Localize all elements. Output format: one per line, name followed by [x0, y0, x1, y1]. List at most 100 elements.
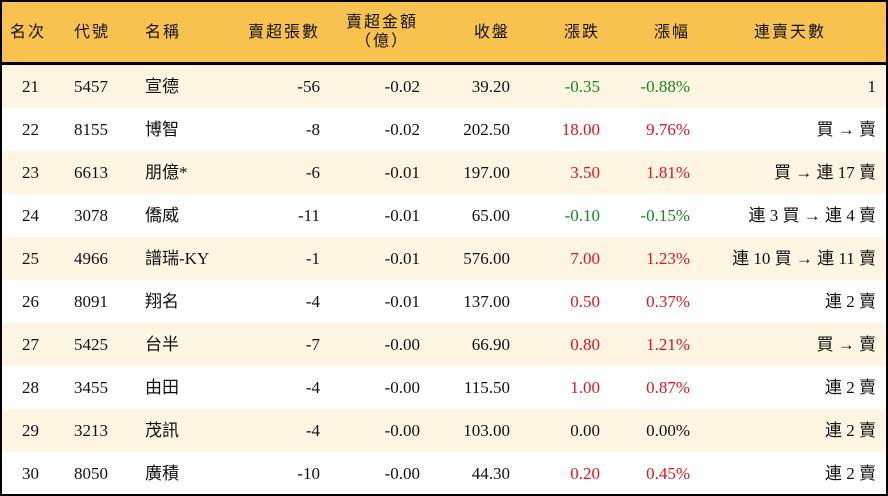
- cell-name: 宣德: [145, 77, 179, 96]
- cell-shares: -8: [305, 120, 320, 139]
- header-sell-amount-unit: （億）: [354, 33, 409, 50]
- cell-amount: -0.02: [384, 77, 420, 96]
- cell-name: 譜瑞-KY: [145, 249, 210, 268]
- cell-pct: 0.87%: [646, 378, 690, 397]
- cell-close: 66.90: [471, 335, 510, 354]
- cell-pct: 1.81%: [646, 163, 690, 182]
- cell-shares: -11: [297, 206, 320, 225]
- cell-code: 4966: [74, 249, 108, 268]
- cell-pct: 1.21%: [646, 335, 690, 354]
- cell-close: 39.20: [471, 77, 510, 96]
- cell-rank: 26: [22, 292, 39, 311]
- cell-amount: -0.00: [384, 421, 420, 440]
- cell-shares: -7: [305, 335, 320, 354]
- cell-shares: -4: [305, 292, 320, 311]
- cell-close: 44.30: [471, 464, 510, 483]
- table-row: 26 8091 翔名 -4 -0.01 137.00 0.50 0.37% 連 2 賣: [2, 280, 886, 323]
- table-row: 27 5425 台半 -7 -0.00 66.90 0.80 1.21% 買 → 賣: [2, 323, 886, 366]
- cell-change: 7.00: [570, 249, 600, 268]
- cell-change: -0.35: [564, 77, 600, 96]
- cell-streak: 連 10 買 → 連 11 賣: [732, 249, 876, 268]
- cell-streak: 連 2 賣: [825, 464, 876, 483]
- cell-streak: 1: [867, 77, 877, 96]
- cell-change: 0.80: [570, 335, 600, 354]
- cell-rank: 21: [22, 77, 39, 96]
- cell-amount: -0.01: [384, 292, 420, 311]
- cell-streak: 連 2 賣: [825, 421, 876, 440]
- cell-pct: -0.88%: [640, 77, 690, 96]
- table-row: 29 3213 茂訊 -4 -0.00 103.00 0.00 0.00% 連 2 賣: [2, 409, 886, 452]
- header-sell-amount: 賣超金額 （億）: [340, 13, 424, 51]
- cell-pct: 9.76%: [646, 120, 690, 139]
- cell-close: 137.00: [463, 292, 510, 311]
- header-close: 收盤: [473, 24, 510, 41]
- cell-rank: 27: [22, 335, 39, 354]
- cell-rank: 25: [22, 249, 39, 268]
- cell-change: 0.50: [570, 292, 600, 311]
- cell-shares: -56: [297, 77, 320, 96]
- cell-change: 18.00: [561, 120, 600, 139]
- cell-code: 5425: [74, 335, 108, 354]
- cell-change: 1.00: [570, 378, 600, 397]
- cell-pct: 1.23%: [646, 249, 690, 268]
- cell-name: 由田: [145, 378, 179, 397]
- cell-name: 台半: [145, 335, 179, 354]
- cell-code: 8155: [74, 120, 108, 139]
- cell-streak: 連 2 賣: [825, 378, 876, 397]
- header-rank: 名次: [10, 24, 47, 41]
- cell-close: 103.00: [463, 421, 510, 440]
- cell-shares: -6: [305, 163, 320, 182]
- cell-shares: -4: [305, 421, 320, 440]
- cell-amount: -0.02: [384, 120, 420, 139]
- table-row: 28 3455 由田 -4 -0.00 115.50 1.00 0.87% 連 2 賣: [2, 366, 886, 409]
- cell-amount: -0.00: [384, 378, 420, 397]
- cell-change: 0.20: [570, 464, 600, 483]
- table-row: 24 3078 僑威 -11 -0.01 65.00 -0.10 -0.15% 連 3 買 → …: [2, 194, 886, 237]
- header-sell-shares: 賣超張數: [247, 24, 320, 41]
- cell-amount: -0.00: [384, 464, 420, 483]
- cell-name: 朋億*: [145, 163, 188, 182]
- cell-change: 3.50: [570, 163, 600, 182]
- cell-rank: 29: [22, 421, 39, 440]
- table-row: 25 4966 譜瑞-KY -1 -0.01 576.00 7.00 1.23% 連 10 買 …: [2, 237, 886, 280]
- cell-rank: 23: [22, 163, 39, 182]
- cell-pct: -0.15%: [640, 206, 690, 225]
- cell-rank: 24: [22, 206, 39, 225]
- cell-shares: -1: [305, 249, 320, 268]
- cell-code: 8091: [74, 292, 108, 311]
- table-row: 23 6613 朋億* -6 -0.01 197.00 3.50 1.81% 買 → 連 17 …: [2, 151, 886, 194]
- cell-streak: 連 2 賣: [825, 292, 876, 311]
- cell-code: 5457: [74, 77, 108, 96]
- table-row: 22 8155 博智 -8 -0.02 202.50 18.00 9.76% 買 → 賣: [2, 108, 886, 151]
- cell-name: 廣積: [145, 464, 179, 483]
- cell-streak: 連 3 買 → 連 4 賣: [748, 206, 877, 225]
- cell-shares: -10: [297, 464, 320, 483]
- cell-rank: 28: [22, 378, 39, 397]
- cell-close: 115.50: [463, 378, 510, 397]
- table-row: 21 5457 宣德 -56 -0.02 39.20 -0.35 -0.88% 1: [2, 65, 886, 108]
- header-code: 代號: [74, 24, 111, 41]
- cell-code: 3078: [74, 206, 108, 225]
- cell-close: 65.00: [471, 206, 510, 225]
- cell-close: 576.00: [463, 249, 510, 268]
- cell-name: 茂訊: [145, 421, 179, 440]
- header-name: 名稱: [145, 24, 182, 41]
- header-change: 漲跌: [563, 24, 600, 41]
- cell-close: 197.00: [463, 163, 510, 182]
- cell-streak: 買 → 賣: [816, 335, 877, 354]
- cell-code: 3455: [74, 378, 108, 397]
- cell-shares: -4: [305, 378, 320, 397]
- cell-pct: 0.00%: [646, 421, 690, 440]
- cell-code: 3213: [74, 421, 108, 440]
- cell-name: 翔名: [145, 292, 179, 311]
- cell-code: 8050: [74, 464, 108, 483]
- cell-rank: 22: [22, 120, 39, 139]
- cell-amount: -0.01: [384, 206, 420, 225]
- cell-close: 202.50: [463, 120, 510, 139]
- cell-pct: 0.37%: [646, 292, 690, 311]
- cell-pct: 0.45%: [646, 464, 690, 483]
- cell-amount: -0.01: [384, 163, 420, 182]
- cell-change: -0.10: [564, 206, 600, 225]
- header-sell-amount-label: 賣超金額: [345, 14, 418, 31]
